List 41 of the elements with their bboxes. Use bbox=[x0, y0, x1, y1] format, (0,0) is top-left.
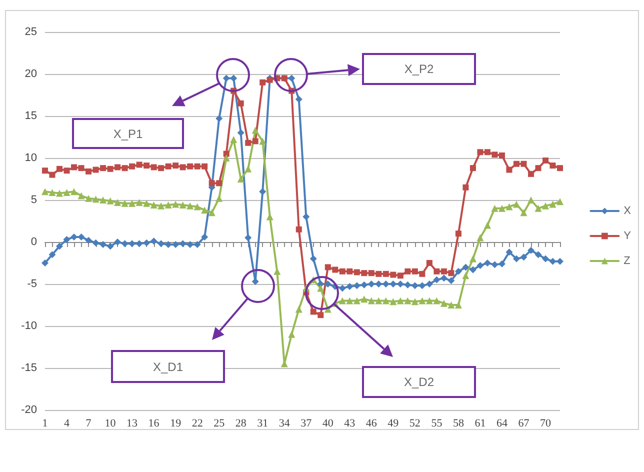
x-tick-label: 49 bbox=[388, 418, 400, 430]
legend-label: Z bbox=[624, 255, 631, 267]
x-tick-label: 52 bbox=[409, 418, 420, 430]
x-tick-label: 10 bbox=[104, 418, 116, 430]
y-tick-label: 10 bbox=[24, 152, 37, 164]
x-tick-label: 1 bbox=[42, 418, 48, 430]
x-tick-label: 22 bbox=[192, 418, 203, 430]
y-tick-label: -10 bbox=[21, 320, 37, 332]
y-tick-label: 20 bbox=[24, 68, 37, 80]
x-tick-label: 46 bbox=[366, 418, 378, 430]
x-tick-label: 7 bbox=[86, 418, 92, 430]
y-tick-label: -20 bbox=[21, 404, 37, 416]
text-box: X_D1 bbox=[111, 350, 225, 383]
x-tick-label: 4 bbox=[64, 418, 70, 430]
x-tick-label: 13 bbox=[126, 418, 138, 430]
x-tick-label: 31 bbox=[257, 418, 268, 430]
x-tick-label: 25 bbox=[214, 418, 226, 430]
x-tick-label: 16 bbox=[148, 418, 160, 430]
text-box: X_P1 bbox=[72, 118, 184, 149]
text-box: X_P2 bbox=[362, 53, 476, 85]
x-tick-label: 40 bbox=[322, 418, 334, 430]
x-tick-label: 34 bbox=[278, 418, 290, 430]
x-tick-label: 55 bbox=[431, 418, 443, 430]
text-box: X_D2 bbox=[362, 366, 476, 398]
x-tick-label: 43 bbox=[344, 418, 356, 430]
x-tick-label: 28 bbox=[235, 418, 247, 430]
x-tick-label: 67 bbox=[518, 418, 530, 430]
x-tick-label: 61 bbox=[474, 418, 486, 430]
x-tick-label: 19 bbox=[170, 418, 182, 430]
legend-label: Y bbox=[624, 230, 632, 242]
x-tick-label: 37 bbox=[300, 418, 312, 430]
y-tick-label: 25 bbox=[24, 26, 37, 38]
y-tick-label: 15 bbox=[24, 110, 37, 122]
legend-label: X bbox=[624, 205, 632, 217]
x-tick-label: 70 bbox=[540, 418, 552, 430]
y-tick-label: 0 bbox=[30, 236, 37, 248]
x-tick-label: 58 bbox=[452, 418, 464, 430]
y-tick-label: -15 bbox=[21, 362, 37, 374]
x-tick-label: 64 bbox=[496, 418, 508, 430]
y-tick-label: 5 bbox=[30, 194, 37, 206]
y-tick-label: -5 bbox=[27, 278, 37, 290]
